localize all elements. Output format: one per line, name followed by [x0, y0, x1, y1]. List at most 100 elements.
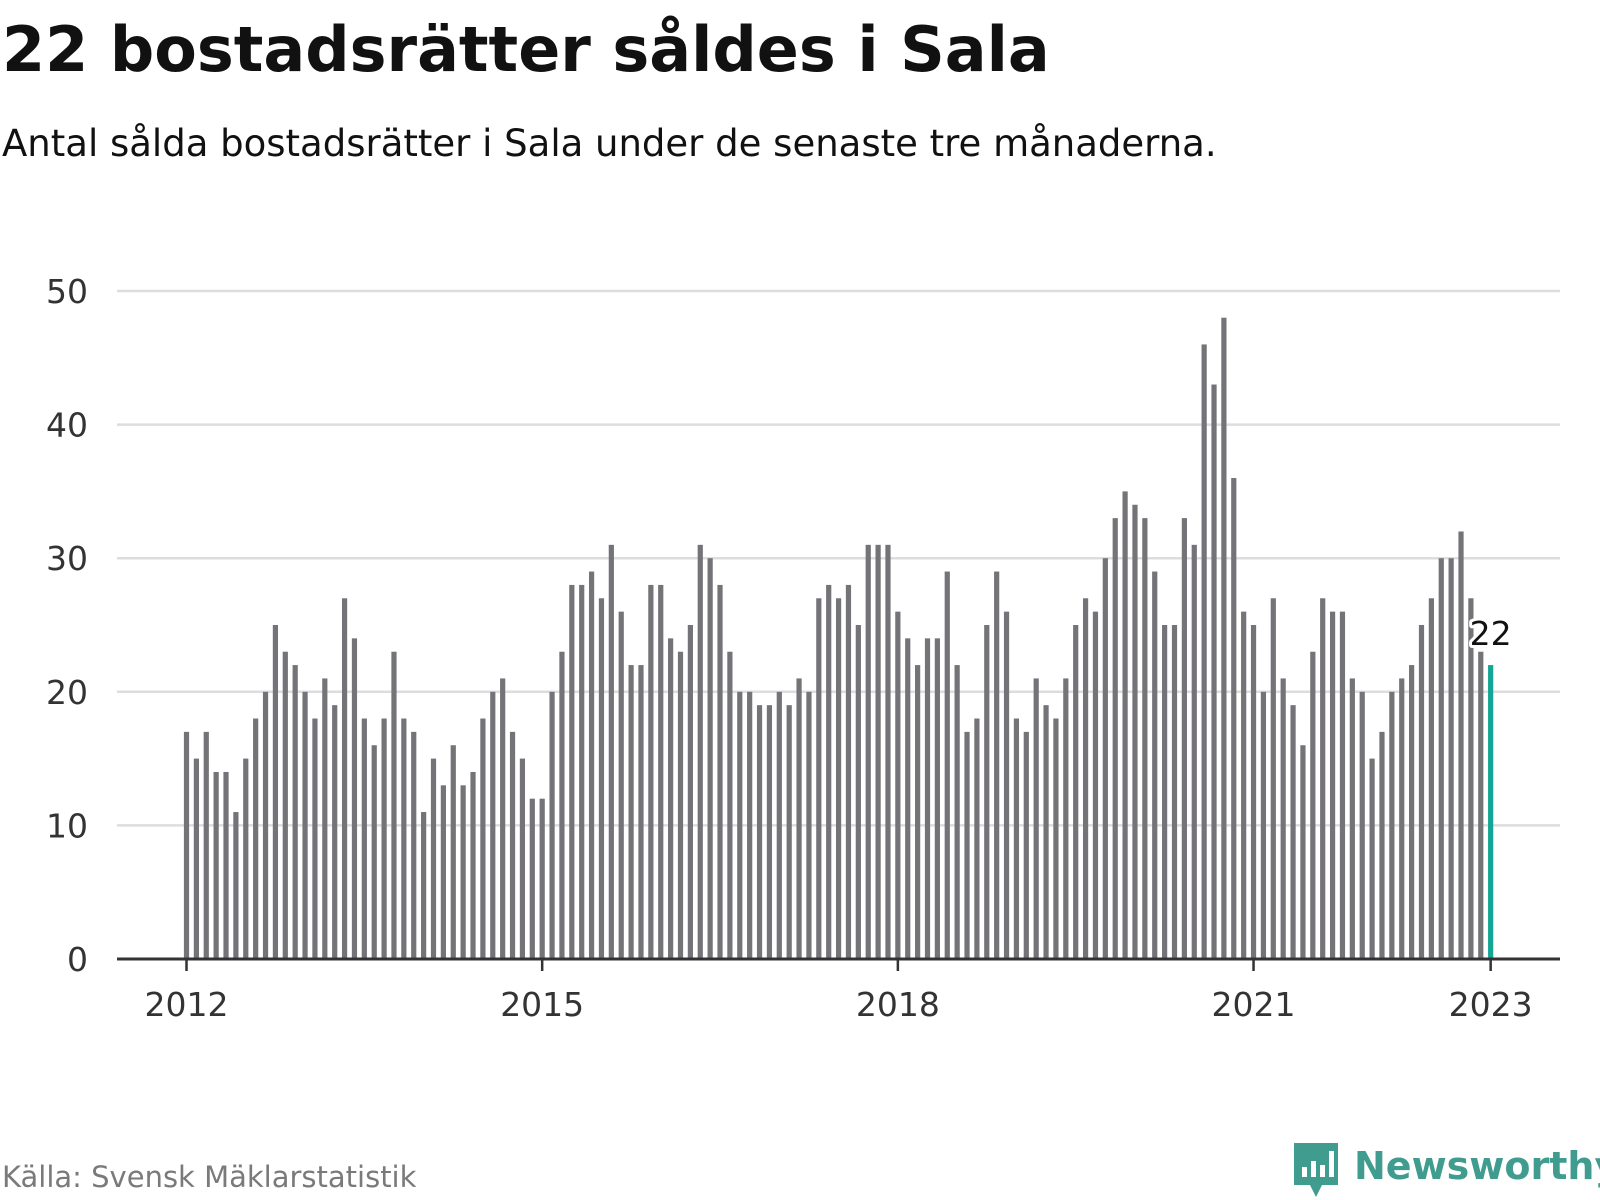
- bar[interactable]: [747, 691, 753, 959]
- bar[interactable]: [1310, 651, 1316, 959]
- bar[interactable]: [608, 544, 614, 959]
- bar[interactable]: [598, 598, 605, 959]
- bar[interactable]: [183, 731, 190, 959]
- bar[interactable]: [223, 771, 229, 959]
- bar[interactable]: [1043, 705, 1049, 959]
- bar[interactable]: [1409, 665, 1415, 959]
- bar[interactable]: [529, 798, 535, 959]
- bar[interactable]: [1142, 518, 1148, 959]
- bar[interactable]: [668, 638, 674, 959]
- bar[interactable]: [401, 718, 407, 959]
- bar[interactable]: [1250, 625, 1257, 959]
- bar[interactable]: [430, 758, 437, 959]
- bar[interactable]: [549, 691, 555, 959]
- bar[interactable]: [1181, 518, 1187, 959]
- bar[interactable]: [282, 651, 288, 959]
- bar[interactable]: [687, 625, 693, 959]
- bar[interactable]: [1171, 625, 1178, 959]
- bar[interactable]: [737, 691, 743, 959]
- bar[interactable]: [470, 771, 476, 959]
- bar[interactable]: [786, 705, 792, 959]
- bar[interactable]: [1023, 731, 1029, 959]
- bar[interactable]: [509, 731, 516, 959]
- bar[interactable]: [865, 544, 871, 959]
- bar[interactable]: [707, 558, 713, 959]
- bar[interactable]: [1082, 598, 1089, 959]
- bar[interactable]: [1221, 317, 1227, 960]
- bar[interactable]: [411, 731, 417, 959]
- bar[interactable]: [203, 731, 209, 959]
- bar[interactable]: [262, 691, 269, 959]
- bar[interactable]: [677, 651, 684, 959]
- bar[interactable]: [954, 665, 960, 959]
- bar[interactable]: [1280, 678, 1286, 959]
- bar[interactable]: [351, 638, 358, 959]
- bar[interactable]: [1191, 544, 1197, 959]
- bar[interactable]: [579, 584, 585, 959]
- bar[interactable]: [796, 678, 802, 959]
- bar[interactable]: [1092, 611, 1099, 959]
- bar[interactable]: [253, 718, 259, 959]
- bar[interactable]: [1300, 745, 1306, 959]
- bar[interactable]: [816, 598, 822, 959]
- bar[interactable]: [1102, 558, 1108, 959]
- bar[interactable]: [1478, 651, 1484, 959]
- bar[interactable]: [539, 798, 545, 959]
- bar[interactable]: [638, 665, 644, 959]
- bar[interactable]: [934, 638, 940, 959]
- bar[interactable]: [381, 718, 387, 959]
- bar[interactable]: [648, 584, 654, 959]
- bar[interactable]: [1399, 678, 1405, 959]
- bar[interactable]: [371, 745, 377, 959]
- bar[interactable]: [1112, 518, 1118, 959]
- bar[interactable]: [1448, 558, 1454, 959]
- bar[interactable]: [1339, 611, 1346, 959]
- bar[interactable]: [1458, 531, 1464, 959]
- bar[interactable]: [1241, 611, 1247, 959]
- bar[interactable]: [826, 584, 832, 959]
- bar[interactable]: [233, 812, 239, 959]
- bar[interactable]: [964, 731, 970, 959]
- bar[interactable]: [944, 571, 950, 959]
- bar[interactable]: [1152, 571, 1158, 959]
- bar[interactable]: [1438, 558, 1444, 959]
- bar[interactable]: [1320, 598, 1326, 959]
- bar[interactable]: [302, 691, 308, 959]
- bar[interactable]: [480, 718, 486, 959]
- bar[interactable]: [243, 758, 249, 959]
- bar[interactable]: [1073, 625, 1079, 959]
- bar[interactable]: [292, 665, 298, 959]
- bar[interactable]: [717, 584, 723, 959]
- bar[interactable]: [312, 718, 318, 959]
- bar[interactable]: [1122, 491, 1128, 959]
- bar[interactable]: [1290, 705, 1296, 959]
- bar[interactable]: [994, 571, 1000, 959]
- bar[interactable]: [193, 758, 199, 959]
- bar[interactable]: [1260, 691, 1267, 959]
- bar[interactable]: [1428, 598, 1434, 959]
- bar[interactable]: [500, 678, 506, 959]
- bar[interactable]: [341, 598, 348, 959]
- bar[interactable]: [756, 705, 763, 959]
- bar[interactable]: [1013, 718, 1020, 959]
- bar[interactable]: [440, 785, 446, 959]
- bar[interactable]: [1468, 598, 1474, 959]
- bar[interactable]: [924, 638, 931, 959]
- bar[interactable]: [845, 584, 852, 959]
- bar[interactable]: [727, 651, 733, 959]
- bar[interactable]: [1162, 625, 1168, 959]
- bar[interactable]: [272, 625, 279, 959]
- bar[interactable]: [895, 611, 901, 959]
- bar[interactable]: [1132, 504, 1138, 959]
- bar-highlight[interactable]: [1488, 665, 1494, 959]
- bar[interactable]: [421, 812, 427, 959]
- bar[interactable]: [1369, 758, 1375, 959]
- bar[interactable]: [618, 611, 624, 959]
- bar[interactable]: [391, 651, 397, 959]
- bar[interactable]: [974, 718, 980, 959]
- bar[interactable]: [697, 544, 703, 959]
- bar[interactable]: [855, 625, 861, 959]
- bar[interactable]: [1389, 691, 1395, 959]
- bar[interactable]: [1201, 344, 1207, 959]
- bar[interactable]: [490, 691, 496, 959]
